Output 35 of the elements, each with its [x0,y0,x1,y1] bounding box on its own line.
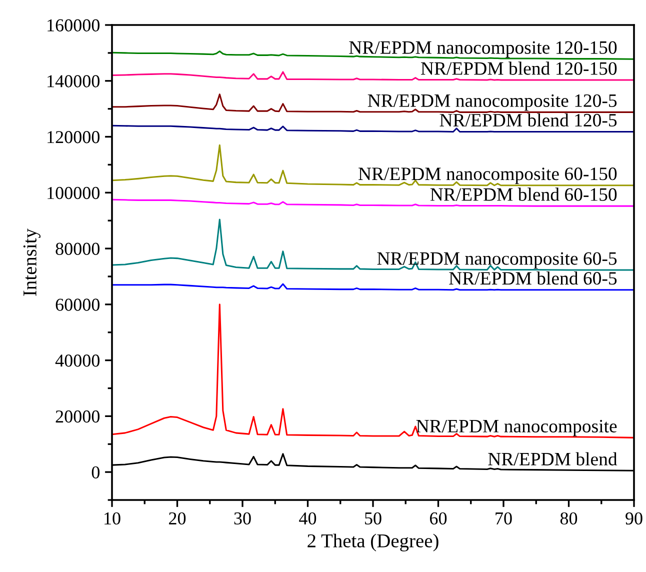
x-tick-label: 50 [365,512,382,525]
y-tick-label: 60000 [56,298,100,311]
series-label: NR/EPDM nanocomposite 120-5 [368,94,617,111]
y-tick-label: 20000 [56,410,100,423]
series-label: NR/EPDM nanocomposite 120-150 [349,41,617,58]
series-label: NR/EPDM nanocomposite 60-150 [358,168,617,184]
series-label: NR/EPDM blend 120-150 [420,62,617,75]
series-label: NR/EPDM blend 60-5 [449,271,617,285]
line-series [112,144,634,186]
x-axis-title: 2 Theta (Degree) [308,534,438,552]
y-tick-label: 100000 [48,186,100,200]
y-tick-label: 40000 [55,354,100,367]
line-series [112,304,634,438]
x-tick-label: 40 [299,512,316,525]
x-tick-label: 10 [104,512,120,525]
line-series [112,124,634,132]
line-series [112,218,634,271]
x-tick-label: 70 [496,512,512,525]
x-tick-label: 60 [430,512,447,525]
y-tick-label: 120000 [48,131,100,144]
x-tick-label: 80 [560,512,578,525]
y-tick-label: 0 [92,466,100,478]
y-tick-label: 160000 [48,19,100,32]
x-tick-label: 90 [626,512,642,525]
y-tick-label: 140000 [48,75,100,88]
y-axis-title: Intensity [23,228,40,296]
y-tick-label: 80000 [56,242,100,255]
line-series [112,94,634,113]
x-tick-label: 20 [169,512,186,525]
series-label: NR/EPDM blend [488,452,618,466]
series-label: NR/EPDM nanocomposite 60-5 [377,252,617,269]
series-label: NR/EPDM nanocomposite [416,420,617,436]
series-label: NR/EPDM blend 120-5 [440,113,617,127]
x-tick-label: 30 [234,512,251,525]
series-label: NR/EPDM blend 60-150 [430,188,617,201]
